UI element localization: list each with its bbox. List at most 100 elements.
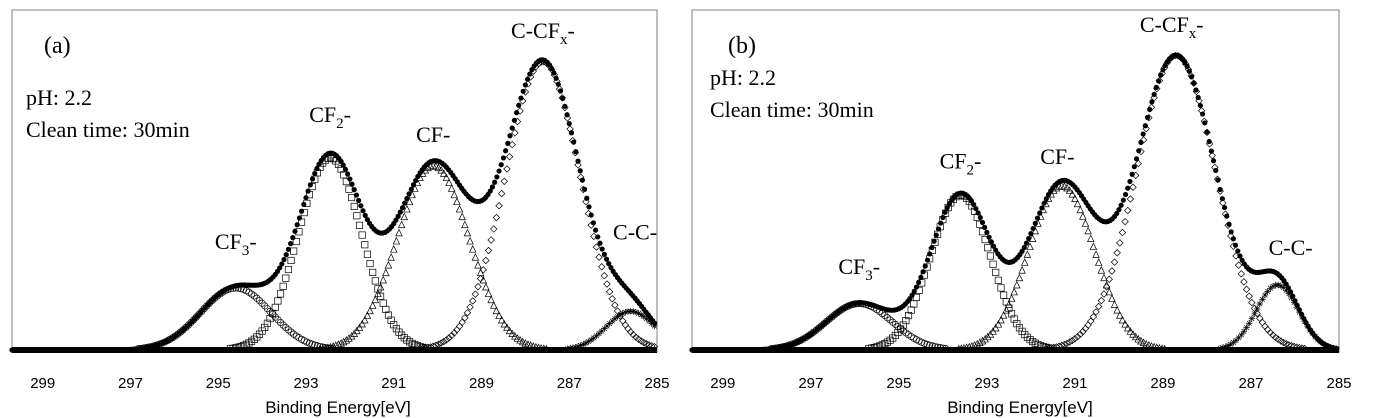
point-envelope [1122,191,1129,198]
point-CF- [497,315,506,324]
point-CF- [495,311,503,319]
point-CF2- [276,290,285,298]
point-envelope [1030,225,1036,232]
peak-label-CF-: CF- [1040,144,1074,169]
point-envelope [358,203,364,209]
point-C-CFx- [611,301,619,309]
point-envelope [1151,91,1157,97]
point-CF- [437,165,445,174]
point-envelope [571,139,577,145]
point-CF- [445,178,453,187]
point-CF- [999,311,1008,319]
point-CF2- [889,334,897,342]
point-CF- [397,220,406,229]
point-C-C- [619,310,626,317]
series-C-CFx- [1042,51,1309,353]
point-envelope [979,219,986,226]
point-CF3- [261,302,269,310]
point-C-C- [1232,337,1240,344]
point-CF2- [263,319,271,327]
point-CF2- [1021,330,1029,339]
point-envelope [503,148,509,154]
point-CF2- [279,282,287,290]
point-C-C- [601,325,608,332]
point-C-C- [590,334,598,342]
point-C-C- [1248,315,1256,322]
point-C-CFx- [616,312,624,320]
x-tick-label: 299 [30,375,55,392]
point-CF- [1010,287,1018,296]
point-CF3- [891,320,899,328]
point-envelope [1125,185,1131,191]
peak-label-CF2-: CF2- [940,148,982,178]
point-CF3- [282,323,290,332]
point-CF- [487,295,495,304]
point-CF3- [899,327,907,335]
point-C-CFx- [466,303,474,311]
point-envelope [940,214,946,221]
point-envelope [1204,129,1210,135]
point-envelope [938,220,944,226]
point-C-CFx- [1092,308,1100,316]
point-envelope [1283,281,1289,287]
point-envelope [971,201,977,208]
point-CF2- [886,336,894,344]
point-C-CFx- [1261,322,1269,330]
point-envelope [1021,244,1027,251]
point-envelope [402,200,408,206]
point-CF2- [897,325,905,333]
point-C-C- [585,338,592,345]
point-envelope [1206,138,1212,145]
point-C-CFx- [482,256,490,265]
x-tick-label: 287 [1238,375,1263,392]
point-C-C- [582,339,590,347]
point-C-C- [1243,324,1250,331]
point-C-C- [580,341,587,348]
point-C-CFx- [1124,206,1132,215]
point-CF- [1084,226,1092,235]
point-envelope [564,112,570,118]
point-C-C- [622,308,629,316]
point-envelope [1127,178,1133,185]
point-envelope [399,205,406,211]
point-C-C- [638,311,645,318]
x-tick-label: 297 [118,375,143,392]
point-envelope [557,88,564,94]
point-envelope [590,220,596,226]
point-CF3- [883,314,891,322]
point-envelope [1140,131,1146,137]
point-envelope [307,182,313,188]
point-CF- [1105,287,1114,296]
point-C-CFx- [476,274,485,283]
point-envelope [498,162,504,168]
point-C-CFx- [621,321,630,329]
peak-label-CF3-: CF3- [838,254,880,284]
point-CF2- [899,321,907,329]
point-envelope [516,102,522,108]
point-CF- [1092,250,1100,258]
point-C-C- [1275,281,1282,289]
point-envelope [1039,205,1045,211]
point-envelope [494,174,500,180]
point-C-C- [603,322,611,330]
point-CF2- [902,317,910,325]
point-CF- [1131,332,1140,341]
point-CF- [400,212,409,221]
point-C-C- [1259,296,1266,303]
point-CF2- [400,334,408,342]
point-envelope [1131,164,1137,170]
point-CF- [355,323,364,331]
point-CF- [1089,242,1098,250]
point-CF- [405,197,414,206]
point-CF- [461,220,469,229]
point-C-CFx- [1258,318,1267,327]
point-envelope [911,288,917,294]
point-envelope [586,204,592,210]
point-CF- [1007,294,1016,302]
point-CF2- [287,256,295,265]
point-envelope [562,103,568,109]
point-envelope [290,235,296,241]
point-envelope [1217,186,1223,193]
point-C-CFx- [1282,340,1290,348]
point-C-CFx- [469,297,477,305]
